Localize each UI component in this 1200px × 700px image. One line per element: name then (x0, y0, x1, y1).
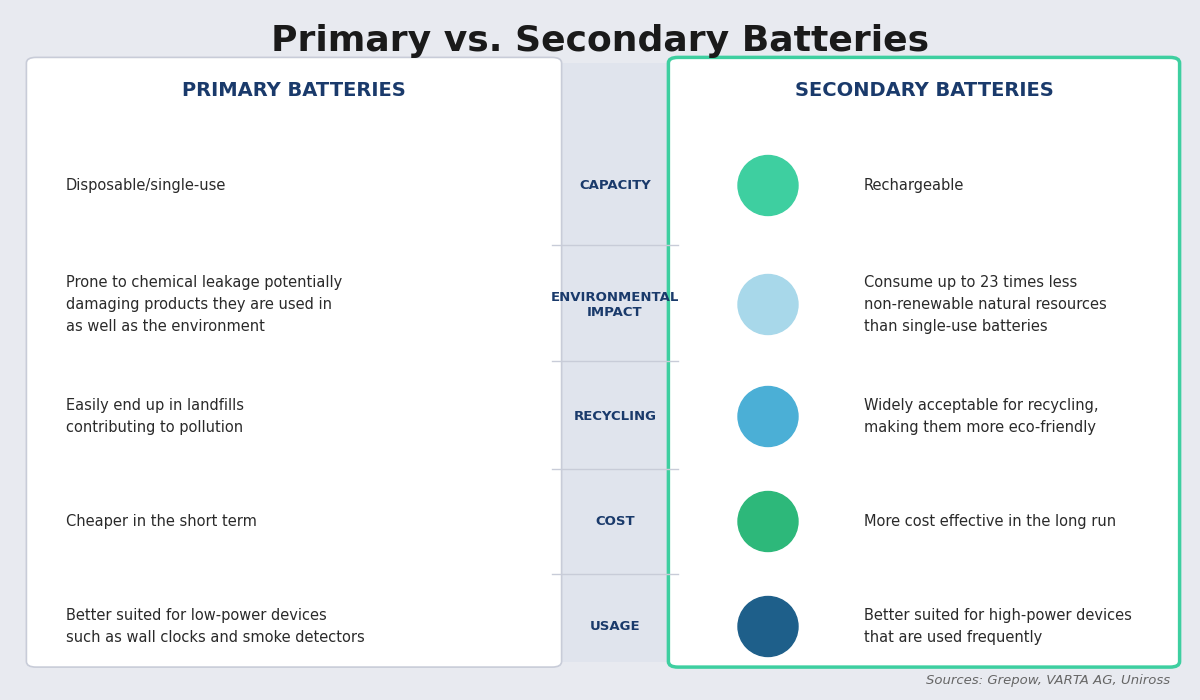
Text: USAGE: USAGE (589, 620, 641, 633)
Ellipse shape (738, 386, 798, 447)
Text: Rechargeable: Rechargeable (864, 178, 965, 193)
Text: Prone to chemical leakage potentially
damaging products they are used in
as well: Prone to chemical leakage potentially da… (66, 275, 342, 334)
Text: Primary vs. Secondary Batteries: Primary vs. Secondary Batteries (271, 25, 929, 59)
Ellipse shape (738, 155, 798, 216)
Text: ENVIRONMENTAL
IMPACT: ENVIRONMENTAL IMPACT (551, 290, 679, 318)
Ellipse shape (738, 596, 798, 657)
Text: Disposable/single-use: Disposable/single-use (66, 178, 227, 193)
Text: CAPACITY: CAPACITY (580, 179, 650, 192)
Ellipse shape (738, 274, 798, 335)
Text: COST: COST (595, 515, 635, 528)
FancyBboxPatch shape (26, 57, 562, 667)
Text: PRIMARY BATTERIES: PRIMARY BATTERIES (182, 80, 406, 99)
FancyBboxPatch shape (552, 63, 678, 662)
Text: Cheaper in the short term: Cheaper in the short term (66, 514, 257, 529)
Text: Sources: Grepow, VARTA AG, Uniross: Sources: Grepow, VARTA AG, Uniross (926, 674, 1170, 687)
Text: Easily end up in landfills
contributing to pollution: Easily end up in landfills contributing … (66, 398, 244, 435)
Text: More cost effective in the long run: More cost effective in the long run (864, 514, 1116, 529)
Text: RECYCLING: RECYCLING (574, 410, 656, 423)
Text: Widely acceptable for recycling,
making them more eco-friendly: Widely acceptable for recycling, making … (864, 398, 1098, 435)
Text: SECONDARY BATTERIES: SECONDARY BATTERIES (794, 80, 1054, 99)
Text: Better suited for low-power devices
such as wall clocks and smoke detectors: Better suited for low-power devices such… (66, 608, 365, 645)
FancyBboxPatch shape (668, 57, 1180, 667)
Ellipse shape (738, 491, 798, 552)
Text: Better suited for high-power devices
that are used frequently: Better suited for high-power devices tha… (864, 608, 1132, 645)
Text: Consume up to 23 times less
non-renewable natural resources
than single-use batt: Consume up to 23 times less non-renewabl… (864, 275, 1106, 334)
